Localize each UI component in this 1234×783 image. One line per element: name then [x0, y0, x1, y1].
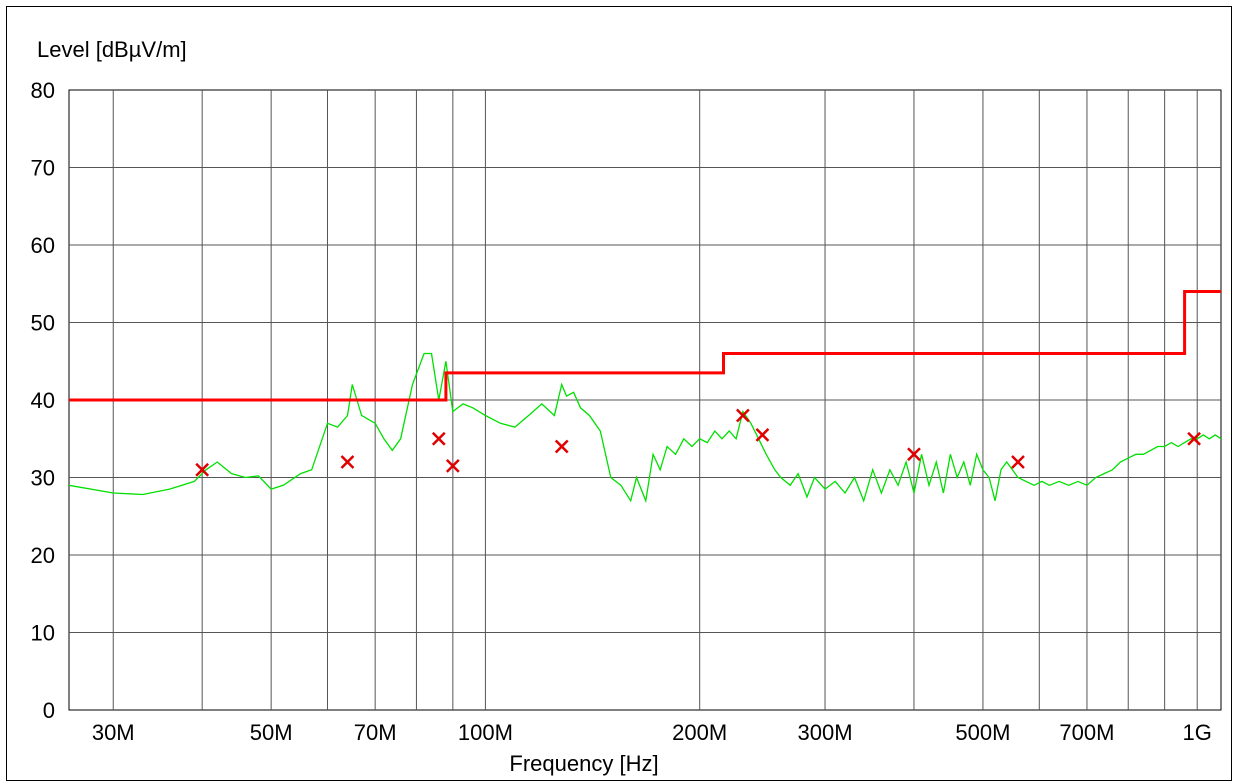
tick-label-layer: 0 10 20 30 40 50 60 70 80 30M 50M 70M 100M 200M 300M 50… [31, 78, 1212, 745]
chart-frame: 0 10 20 30 40 50 60 70 80 30M 50M 70M 100M 200M 300M 50… [6, 6, 1232, 781]
series-layer [68, 290, 1222, 504]
marker-layer [195, 408, 1201, 477]
peak-marker [1011, 455, 1025, 469]
scan-trace [68, 352, 1222, 504]
y-tick-label: 40 [31, 388, 55, 413]
peak-marker [340, 455, 355, 469]
x-tick-label: 500M [955, 720, 1010, 745]
y-tick-label: 80 [31, 78, 55, 103]
peak-marker [736, 408, 750, 423]
y-tick-label: 10 [31, 621, 55, 646]
y-tick-label: 60 [31, 233, 55, 258]
peak-marker [1187, 431, 1201, 446]
y-tick-label: 20 [31, 543, 55, 568]
peak-marker [431, 431, 446, 446]
y-tick-label: 0 [43, 698, 55, 723]
y-tick-label: 70 [31, 156, 55, 181]
peak-marker [755, 427, 770, 442]
x-tick-label: 700M [1059, 720, 1114, 745]
peak-marker [554, 439, 569, 454]
x-tick-label: 100M [458, 720, 513, 745]
peak-marker [907, 447, 921, 462]
x-tick-label: 1G [1183, 720, 1212, 745]
emission-chart: 0 10 20 30 40 50 60 70 80 30M 50M 70M 100M 200M 300M 50… [31, 37, 1222, 776]
limit-line [69, 290, 1221, 402]
x-tick-label: 50M [250, 720, 293, 745]
peak-marker [195, 462, 210, 477]
x-tick-label: 200M [672, 720, 727, 745]
peak-marker [445, 458, 460, 473]
x-axis-label: Frequency [Hz] [509, 751, 658, 776]
y-axis-label: Level [dBµV/m] [37, 37, 187, 62]
x-tick-label: 30M [92, 720, 135, 745]
y-tick-label: 30 [31, 466, 55, 491]
y-tick-label: 50 [31, 311, 55, 336]
x-tick-label: 70M [354, 720, 397, 745]
x-tick-label: 300M [798, 720, 853, 745]
